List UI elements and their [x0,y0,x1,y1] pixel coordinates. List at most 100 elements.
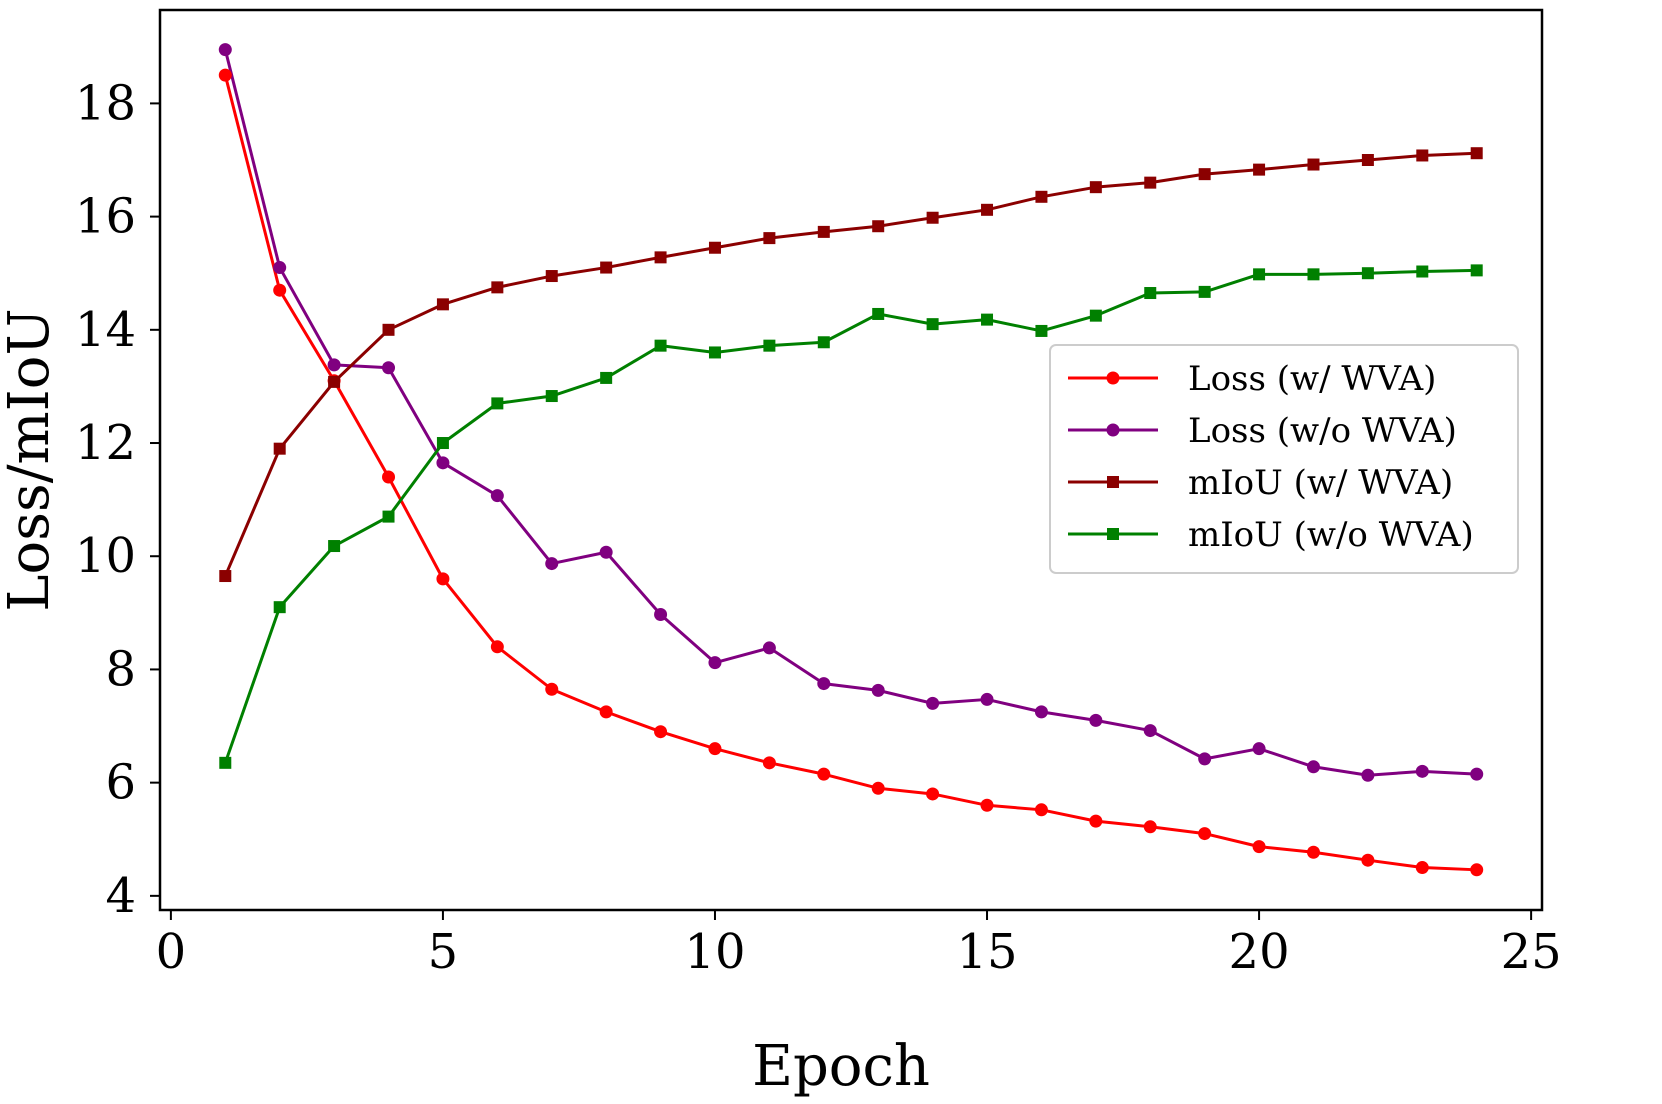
y-tick-label: 8 [105,641,136,697]
data-point-series-2 [708,241,721,254]
y-tick-label: 10 [75,528,136,584]
data-point-series-3 [654,339,667,352]
data-point-series-1 [817,677,831,691]
data-point-series-0 [382,470,396,484]
data-point-series-0 [545,682,559,696]
data-point-series-1 [871,683,885,697]
data-point-series-0 [599,705,613,719]
legend-label: Loss (w/ WVA) [1188,359,1436,399]
legend-marker [1107,528,1119,540]
legend-label: mIoU (w/ WVA) [1188,463,1453,503]
data-point-series-3 [1361,267,1374,280]
data-point-series-2 [491,281,504,294]
data-point-series-1 [382,361,396,375]
data-point-series-2 [654,251,667,264]
data-point-series-2 [1361,154,1374,166]
y-axis-ticks: 4 6 8 10 12 14 16 18 [75,75,160,924]
x-tick-label: 25 [1501,924,1562,980]
series-line-2 [223,151,1477,577]
data-point-series-1 [926,696,940,710]
plot-markers [218,43,1484,877]
data-point-series-3 [872,307,885,320]
data-point-series-0 [273,283,287,297]
data-point-series-3 [382,510,395,523]
data-point-series-0 [436,572,450,586]
legend: Loss (w/ WVA) Loss (w/o WVA) mIoU (w/ WVA)… [1049,344,1519,574]
data-point-series-2 [273,442,286,455]
data-point-series-0 [1198,827,1212,841]
data-point-series-1 [654,608,668,622]
data-point-series-1 [599,545,613,559]
data-point-series-1 [1306,760,1320,774]
data-point-series-1 [545,557,559,571]
data-point-series-1 [1415,764,1429,778]
data-point-series-2 [328,375,341,388]
data-point-series-3 [708,346,721,359]
data-point-series-1 [218,43,232,57]
x-tick-label: 20 [1229,924,1290,980]
data-point-series-1 [1034,705,1048,719]
data-point-series-2 [1089,181,1102,194]
y-tick-label: 16 [75,189,136,245]
x-tick-label: 0 [156,924,187,980]
data-point-series-1 [327,358,341,372]
legend-marker [1107,476,1119,488]
data-point-series-2 [436,298,449,311]
data-point-series-0 [490,640,504,654]
data-point-series-2 [1253,163,1266,176]
data-point-series-3 [1470,264,1483,277]
y-axis-title: Loss/mIoU [0,308,62,611]
x-axis-ticks: 0 5 10 15 20 25 [156,910,1562,980]
data-point-series-3 [600,371,613,384]
data-point-series-1 [273,261,287,275]
legend-marker [1106,423,1120,437]
series-line-0 [223,74,1477,872]
plot-lines [223,49,1477,872]
data-point-series-0 [1034,803,1048,817]
data-point-series-2 [600,261,613,274]
data-point-series-3 [1307,268,1320,281]
legend-marker [1106,371,1120,385]
data-point-series-1 [1252,742,1266,756]
y-tick-label: 4 [105,868,136,924]
data-point-series-0 [1306,845,1320,859]
data-point-series-3 [926,318,939,331]
data-point-series-0 [1415,861,1429,875]
data-point-series-2 [1198,168,1211,181]
data-point-series-1 [1089,713,1103,727]
data-point-series-3 [219,756,232,769]
data-point-series-3 [981,313,994,326]
data-point-series-1 [1361,768,1375,782]
data-point-series-1 [436,456,450,470]
data-point-series-2 [1307,158,1320,171]
data-point-series-0 [926,787,940,801]
y-tick-label: 12 [75,415,136,471]
data-point-series-0 [1470,863,1484,877]
data-point-series-3 [1253,268,1266,281]
data-point-series-1 [490,489,504,503]
data-point-series-2 [1470,147,1483,160]
data-point-series-3 [273,601,286,614]
data-point-series-0 [708,742,722,756]
x-axis-title: Epoch [752,1034,930,1099]
data-point-series-0 [654,725,668,739]
data-point-series-1 [1143,724,1157,738]
data-point-series-3 [1416,265,1429,278]
data-point-series-1 [1470,767,1484,781]
data-point-series-3 [817,336,830,349]
data-point-series-0 [1361,853,1375,867]
data-point-series-3 [545,390,558,403]
data-point-series-2 [763,232,776,245]
data-point-series-1 [708,656,722,670]
y-tick-label: 6 [105,755,136,811]
legend-box [1049,344,1519,574]
data-point-series-3 [1198,285,1211,298]
data-point-series-2 [1416,149,1429,162]
data-point-series-1 [1198,752,1212,766]
data-point-series-2 [872,220,885,233]
legend-label: mIoU (w/o WVA) [1188,515,1474,555]
data-point-series-2 [545,270,558,283]
data-point-series-0 [817,767,831,781]
data-point-series-2 [1144,176,1157,189]
data-point-series-0 [871,781,885,795]
